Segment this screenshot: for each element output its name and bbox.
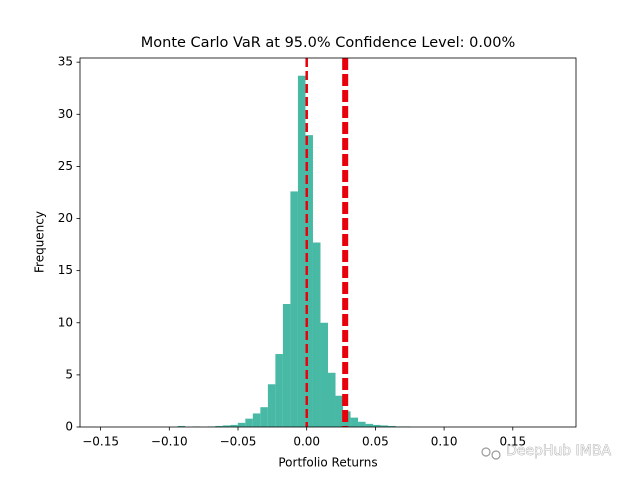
- bar: [222, 425, 231, 427]
- x-axis-label: Portfolio Returns: [278, 456, 377, 470]
- bar: [365, 423, 374, 427]
- bar: [267, 384, 276, 427]
- bar: [350, 417, 359, 427]
- bar: [380, 425, 389, 427]
- y-axis-label: Frequency: [33, 211, 47, 273]
- x-tick-label: −0.05: [220, 435, 257, 449]
- axes-frame: [79, 57, 577, 428]
- bar: [290, 191, 298, 427]
- bar: [215, 425, 223, 427]
- bar: [252, 413, 261, 427]
- bar: [237, 422, 246, 427]
- bar: [335, 395, 344, 427]
- bar: [260, 407, 268, 427]
- x-tick-label: 0.15: [499, 435, 526, 449]
- bar: [282, 304, 291, 427]
- y-tick-label: 30: [58, 107, 73, 121]
- watermark: DeepHub IMBA: [506, 443, 611, 459]
- y-tick-label: 20: [58, 211, 73, 225]
- bar: [388, 425, 396, 427]
- x-tick-label: 0.10: [431, 435, 458, 449]
- bar: [230, 424, 238, 427]
- x-tick-label: −0.15: [82, 435, 119, 449]
- x-tick-label: −0.10: [151, 435, 188, 449]
- bar: [297, 75, 306, 427]
- bar: [358, 421, 366, 427]
- y-tick-label: 35: [58, 55, 73, 69]
- x-tick-label: 0.05: [362, 435, 389, 449]
- chart-title: Monte Carlo VaR at 95.0% Confidence Leve…: [141, 35, 515, 51]
- bar: [245, 418, 253, 427]
- bar: [312, 242, 321, 427]
- y-tick-label: 5: [65, 367, 73, 381]
- bar: [305, 135, 313, 427]
- bar: [275, 354, 283, 427]
- bar: [328, 372, 336, 427]
- watermark-icon: [481, 447, 501, 460]
- bar: [373, 424, 381, 427]
- y-tick-label: 25: [58, 159, 73, 173]
- bar: [320, 322, 328, 427]
- y-tick-label: 10: [58, 315, 73, 329]
- x-tick-label: 0.00: [293, 435, 320, 449]
- y-tick-label: 0: [65, 420, 73, 434]
- bar: [177, 425, 186, 427]
- y-tick-label: 15: [58, 263, 73, 277]
